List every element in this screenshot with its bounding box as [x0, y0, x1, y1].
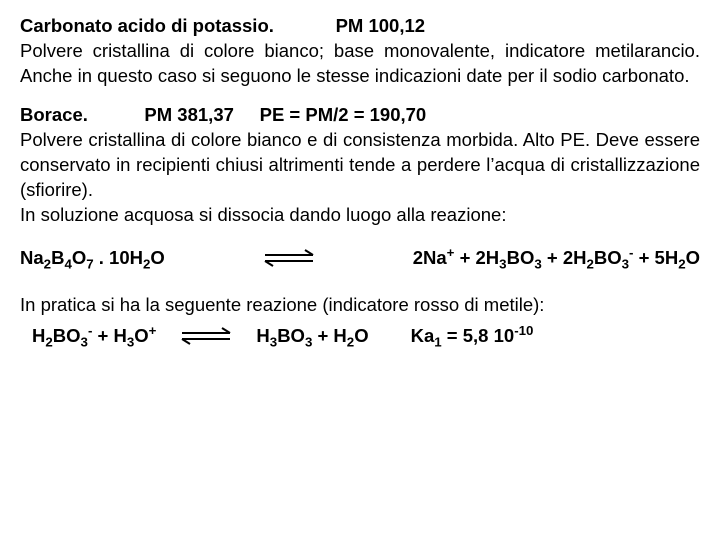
equilibrium-arrow-icon	[178, 325, 234, 347]
section2-body2: In soluzione acquosa si dissocia dando l…	[20, 204, 506, 225]
reaction2-ka: Ka1 = 5,8 10-10	[411, 324, 534, 349]
section-2: Borace. PM 381,37 PE = PM/2 = 190,70 Pol…	[20, 103, 700, 228]
equilibrium-arrow-icon	[261, 247, 317, 269]
reaction-2: H2BO3- + H3O+ H3BO3 + H2O Ka1 = 5,8 10-1…	[20, 324, 700, 349]
reaction1-rhs: 2Na+ + 2H3BO3 + 2H2BO3- + 5H2O	[413, 246, 700, 271]
reaction-1: Na2B4O7 . 10H2O 2Na+ + 2H3BO3 + 2H2BO3- …	[20, 246, 700, 271]
section2-pm: PM 381,37	[144, 104, 233, 125]
section1-title: Carbonato acido di potassio.	[20, 15, 274, 36]
section2-title: Borace.	[20, 104, 88, 125]
section2-pe: PE = PM/2 = 190,70	[260, 104, 427, 125]
mid-paragraph: In pratica si ha la seguente reazione (i…	[20, 293, 700, 318]
section1-body: Polvere cristallina di colore bianco; ba…	[20, 40, 700, 86]
mid-body: In pratica si ha la seguente reazione (i…	[20, 294, 544, 315]
section2-body1: Polvere cristallina di colore bianco e d…	[20, 129, 700, 200]
reaction1-lhs: Na2B4O7 . 10H2O	[20, 246, 165, 271]
section-1: Carbonato acido di potassio. PM 100,12 P…	[20, 14, 700, 89]
reaction2-lhs: H2BO3- + H3O+	[32, 324, 156, 349]
reaction2-rhs: H3BO3 + H2O	[256, 324, 368, 349]
section1-pm: PM 100,12	[336, 15, 425, 36]
